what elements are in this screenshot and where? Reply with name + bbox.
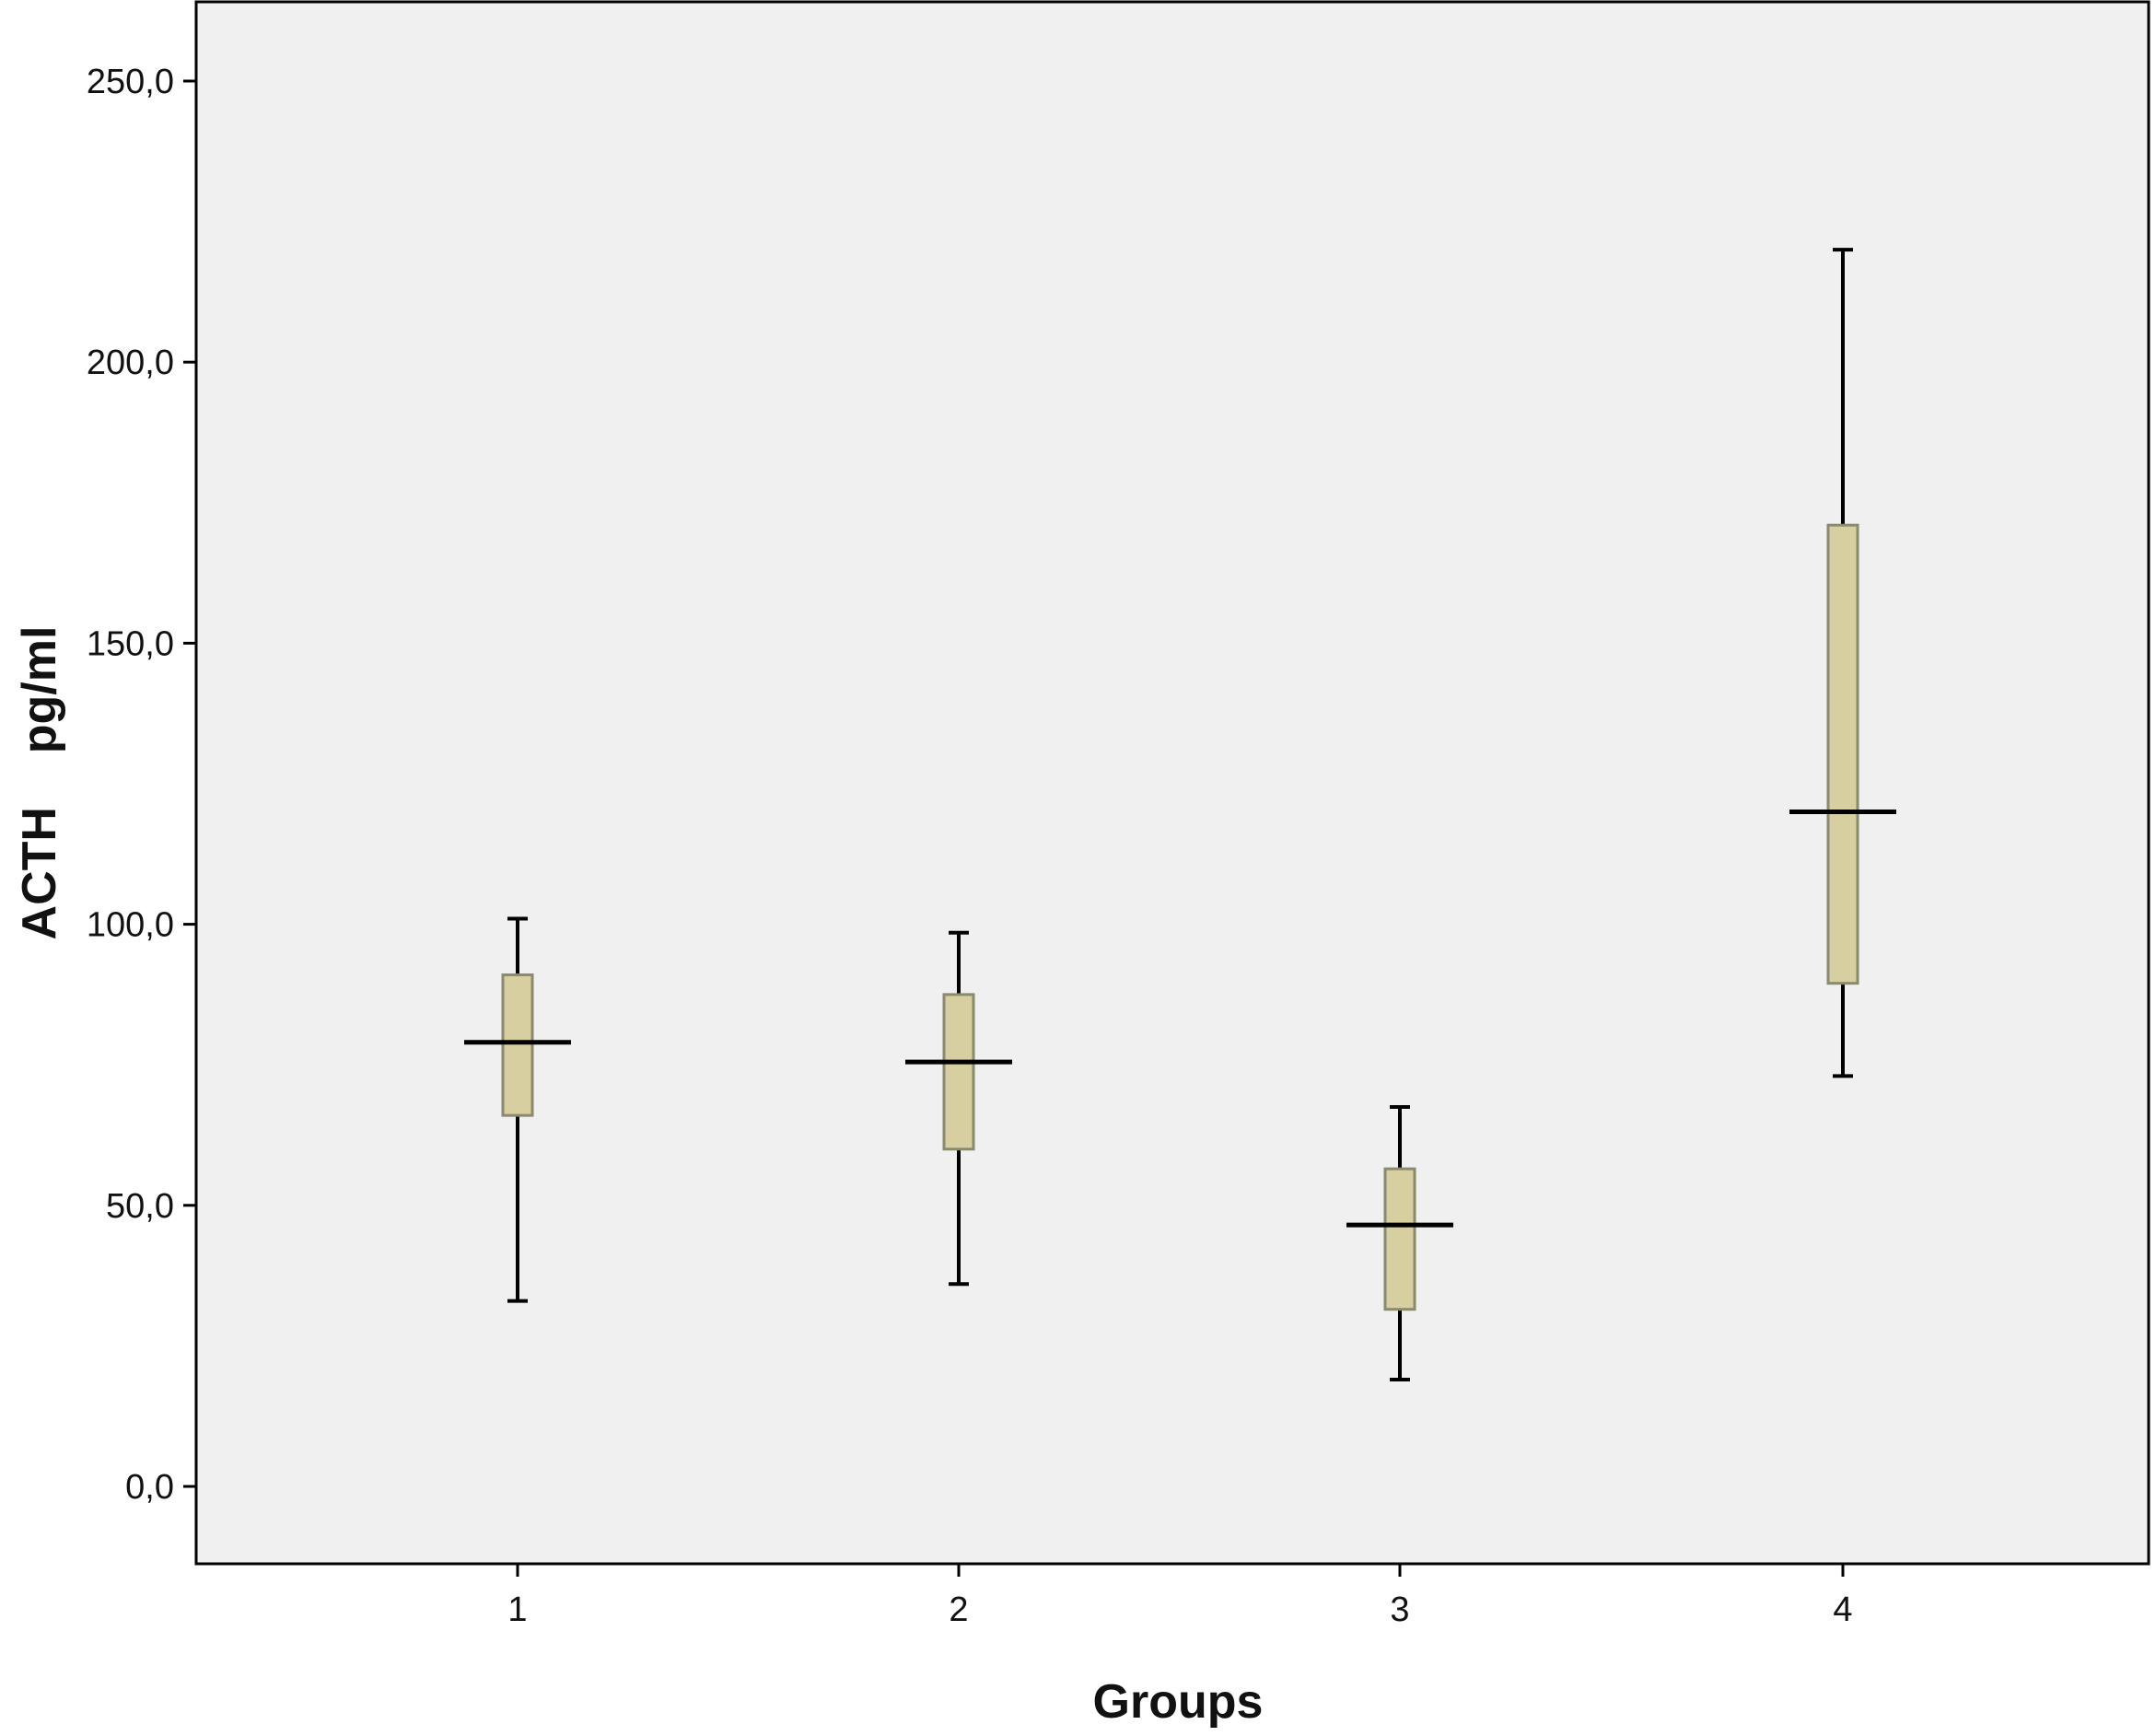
x-axis-title: Groups — [1093, 1675, 1264, 1729]
y-tick-label: 250,0 — [87, 63, 174, 101]
box — [1383, 1167, 1416, 1311]
x-tick-label: 2 — [949, 1590, 968, 1629]
box-group-2 — [905, 930, 1012, 1287]
box — [942, 993, 975, 1151]
x-tick-label: 3 — [1390, 1590, 1409, 1629]
y-tick-label: 200,0 — [87, 344, 174, 382]
boxes — [464, 248, 1896, 1382]
box-group-3 — [1346, 1104, 1453, 1382]
x-tick-label: 4 — [1833, 1590, 1852, 1629]
y-axis: 0,0 50,0 100,0 150,0 200,0 250,0 — [87, 63, 196, 1507]
x-axis: 1 2 3 4 — [507, 1564, 1853, 1629]
y-axis-title: ACTH pg/ml — [13, 626, 66, 940]
box — [1826, 523, 1859, 985]
y-tick-label: 0,0 — [125, 1468, 174, 1507]
y-tick-label: 50,0 — [106, 1187, 174, 1226]
plot-area — [194, 0, 2150, 1566]
y-tick-label: 100,0 — [87, 906, 174, 945]
box — [501, 973, 534, 1117]
box-group-4 — [1789, 248, 1896, 1078]
y-tick-label: 150,0 — [87, 624, 174, 663]
box-group-1 — [464, 916, 571, 1303]
x-tick-label: 1 — [507, 1590, 527, 1629]
